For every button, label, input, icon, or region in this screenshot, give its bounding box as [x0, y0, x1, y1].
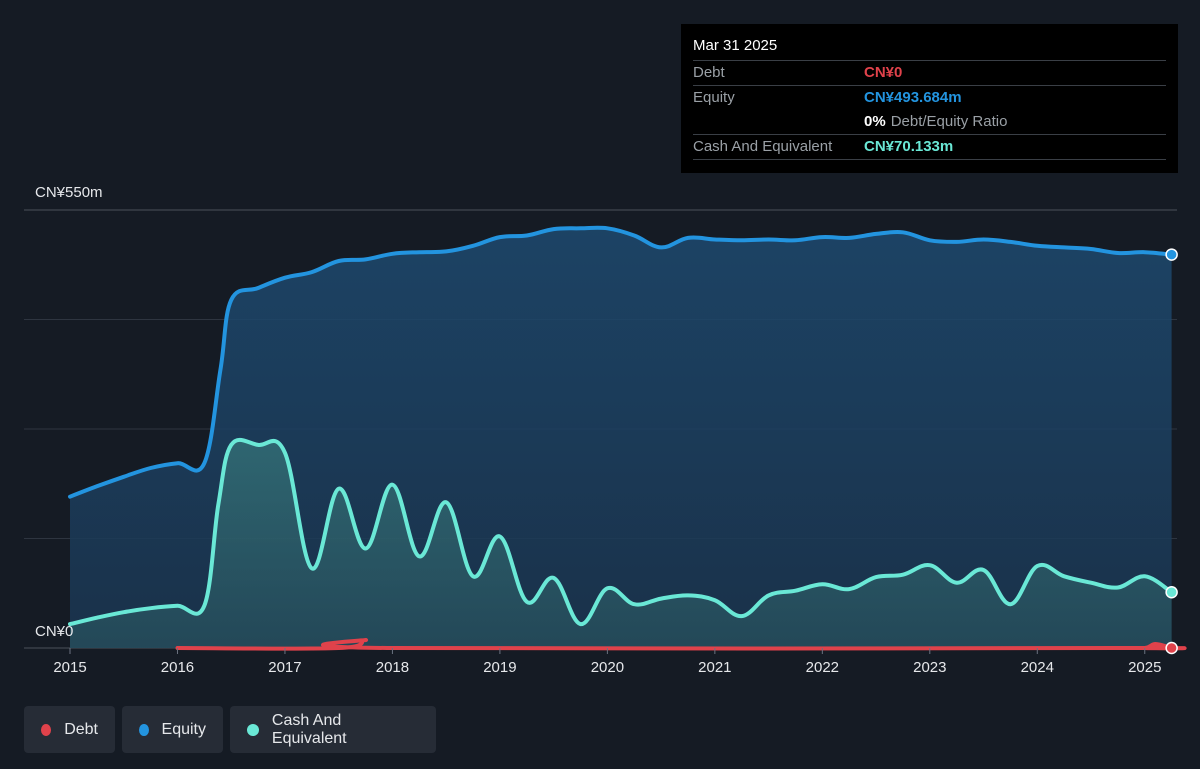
x-tick-label: 2022	[806, 659, 839, 676]
legend-label-debt: Debt	[64, 720, 98, 738]
x-tick-label: 2025	[1128, 659, 1161, 676]
equity-end-marker	[1165, 248, 1178, 261]
y-axis-max-label: CN¥550m	[35, 184, 103, 201]
cash-area	[70, 439, 1172, 648]
tooltip-equity-label: Equity	[693, 89, 735, 106]
equity-legend-dot-icon	[139, 723, 149, 736]
legend-item-equity[interactable]: Equity	[122, 706, 223, 753]
x-tick-label: 2021	[698, 659, 731, 676]
tooltip-ratio-row: 0% Debt/Equity Ratio	[693, 110, 1166, 134]
x-tick-label: 2019	[483, 659, 516, 676]
tooltip-ratio-spacer	[693, 110, 864, 134]
series-end-markers	[1165, 248, 1178, 655]
series-lines	[68, 225, 1187, 651]
tooltip-equity-value: CN¥493.684m	[864, 89, 962, 106]
x-tick-label: 2015	[53, 659, 86, 676]
tooltip-equity-row: Equity CN¥493.684m	[693, 85, 1166, 110]
x-tick-label: 2023	[913, 659, 946, 676]
y-axis-min-label: CN¥0	[35, 623, 73, 640]
equity-line	[68, 225, 1174, 499]
debt-end-marker	[1165, 641, 1178, 655]
tooltip-date: Mar 31 2025	[693, 37, 778, 54]
legend-item-cash[interactable]: Cash And Equivalent	[230, 706, 436, 753]
tooltip-ratio-value: 0%	[864, 113, 886, 130]
chart-legend: Debt Equity Cash And Equivalent	[24, 706, 436, 753]
series-areas	[70, 227, 1172, 649]
cash-end-marker	[1165, 586, 1178, 599]
cash-line	[68, 437, 1174, 627]
data-tooltip: Mar 31 2025 Debt CN¥0 Equity CN¥493.684m…	[681, 24, 1178, 173]
tooltip-debt-label: Debt	[693, 64, 725, 81]
legend-label-cash: Cash And Equivalent	[271, 711, 347, 747]
tooltip-ratio-label: Debt/Equity Ratio	[890, 113, 1008, 130]
tooltip-cash-row: Cash And Equivalent CN¥70.133m	[693, 134, 1166, 160]
tooltip-debt-value: CN¥0	[864, 64, 903, 81]
x-tick-label: 2018	[376, 659, 409, 676]
debt-line	[175, 638, 1187, 651]
legend-item-debt[interactable]: Debt	[24, 706, 115, 753]
tooltip-cash-value: CN¥70.133m	[864, 138, 954, 155]
debt-legend-dot-icon	[41, 723, 52, 736]
cash-legend-dot-icon	[247, 723, 259, 736]
tooltip-debt-row: Debt CN¥0	[693, 60, 1166, 85]
x-tick-label: 2024	[1021, 659, 1054, 676]
x-tick-label: 2020	[591, 659, 624, 676]
tooltip-cash-label: Cash And Equivalent	[693, 138, 833, 155]
x-tick-label: 2016	[161, 659, 194, 676]
x-axis-ticks: 2015 2016 2017 2018 2019 2020 2021 2022 2023 2024…	[53, 648, 1161, 676]
legend-label-equity: Equity	[161, 720, 206, 738]
x-tick-label: 2017	[268, 659, 301, 676]
